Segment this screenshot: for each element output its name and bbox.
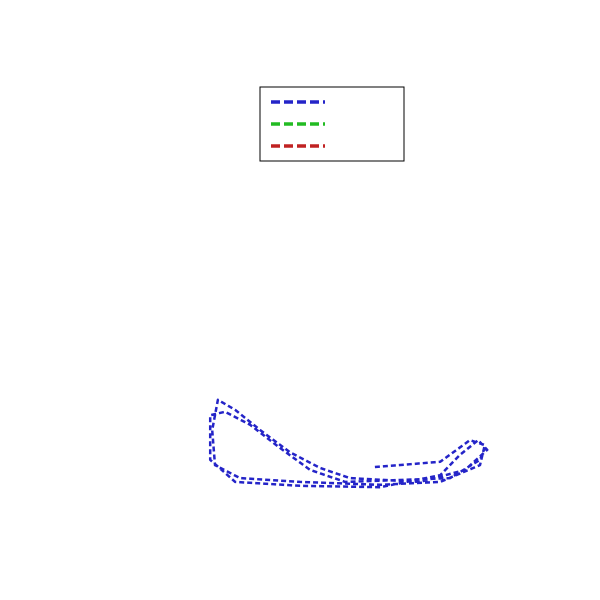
legend bbox=[259, 86, 405, 162]
data-line bbox=[208, 398, 489, 489]
legend-box bbox=[259, 86, 405, 162]
